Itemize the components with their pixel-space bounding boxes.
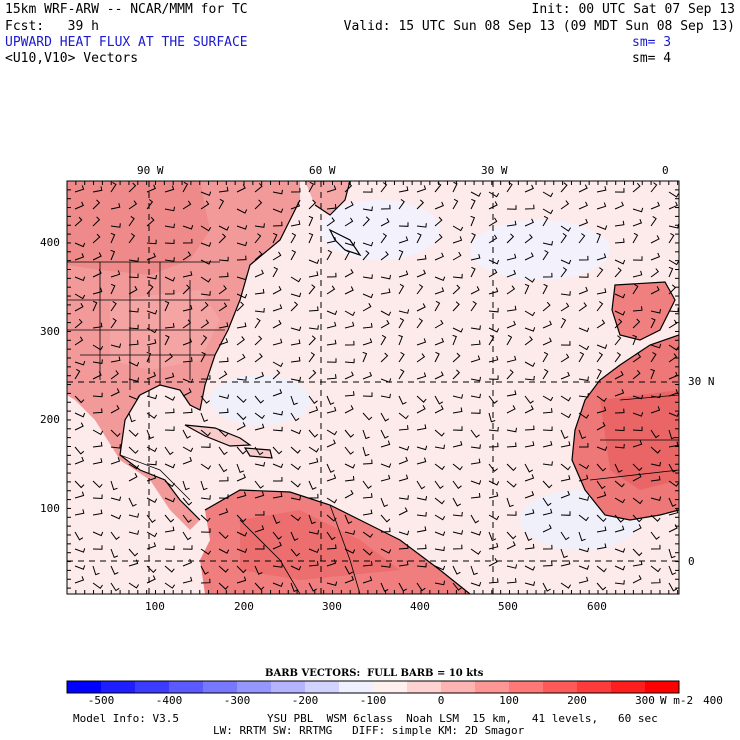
field-title: UPWARD HEAT FLUX AT THE SURFACE xyxy=(5,35,248,50)
colorbar xyxy=(66,680,680,694)
lon-label-90w: 90 W xyxy=(137,164,164,177)
colorbar-swatch xyxy=(135,681,170,693)
lat-label-30n: 30 N xyxy=(688,375,715,388)
physics-line-2: LW: RRTM SW: RRTMG DIFF: simple KM: 2D S… xyxy=(213,724,525,737)
y-tick-200: 200 xyxy=(40,413,60,426)
colorbar-label: -500 xyxy=(87,694,115,707)
y-tick-300: 300 xyxy=(40,325,60,338)
colorbar-swatch xyxy=(475,681,510,693)
colorbar-swatch xyxy=(169,681,204,693)
colorbar-label: 400 xyxy=(703,694,723,707)
barb-legend: BARB VECTORS: FULL BARB = 10 kts xyxy=(265,668,484,679)
x-tick-400: 400 xyxy=(410,600,430,613)
colorbar-label: -200 xyxy=(291,694,319,707)
colorbar-label: 100 xyxy=(499,694,519,707)
colorbar-label: 0 xyxy=(437,694,445,707)
colorbar-swatch xyxy=(271,681,306,693)
lon-label-0: 0 xyxy=(662,164,669,177)
lon-label-30w: 30 W xyxy=(481,164,508,177)
physics-line-1: YSU PBL WSM 6class Noah LSM 15 km, 41 le… xyxy=(267,712,658,725)
colorbar-label: -400 xyxy=(155,694,183,707)
x-tick-600: 600 xyxy=(587,600,607,613)
colorbar-unit: W m-2 xyxy=(660,694,694,707)
valid-time: Valid: 15 UTC Sun 08 Sep 13 (09 MDT Sun … xyxy=(343,19,735,34)
colorbar-swatch xyxy=(237,681,272,693)
colorbar-swatch xyxy=(373,681,408,693)
forecast-hour: Fcst: 39 h xyxy=(5,19,99,34)
wind-barbs xyxy=(74,181,679,593)
colorbar-swatch xyxy=(577,681,612,693)
colorbar-swatch xyxy=(407,681,442,693)
colorbar-swatch xyxy=(543,681,578,693)
colorbar-swatch xyxy=(611,681,646,693)
plot-frame xyxy=(66,180,680,595)
colorbar-label: 200 xyxy=(567,694,587,707)
colorbar-swatch xyxy=(67,681,102,693)
colorbar-label: 300 xyxy=(635,694,655,707)
lon-label-60w: 60 W xyxy=(309,164,336,177)
vector-smoothing: sm= 4 xyxy=(632,51,672,66)
lat-label-0: 0 xyxy=(688,555,695,568)
colorbar-swatch xyxy=(203,681,238,693)
field-smoothing: sm= 3 xyxy=(632,35,672,50)
y-tick-100: 100 xyxy=(40,502,60,515)
colorbar-label: -300 xyxy=(223,694,251,707)
x-tick-500: 500 xyxy=(498,600,518,613)
vector-title: <U10,V10> Vectors xyxy=(5,51,139,66)
x-tick-300: 300 xyxy=(322,600,342,613)
x-tick-200: 200 xyxy=(234,600,254,613)
colorbar-swatch xyxy=(339,681,374,693)
colorbar-swatch xyxy=(101,681,136,693)
init-time: Init: 00 UTC Sat 07 Sep 13 xyxy=(531,2,736,17)
model-title: 15km WRF-ARW -- NCAR/MMM for TC xyxy=(5,2,248,17)
x-tick-100: 100 xyxy=(145,600,165,613)
greenland-land xyxy=(305,181,350,215)
y-tick-400: 400 xyxy=(40,236,60,249)
colorbar-swatch xyxy=(509,681,544,693)
colorbar-swatch xyxy=(305,681,340,693)
iberia-land xyxy=(612,282,675,340)
colorbar-label: -100 xyxy=(359,694,387,707)
model-info: Model Info: V3.5 xyxy=(73,712,179,725)
colorbar-swatch xyxy=(645,681,680,693)
colorbar-swatch xyxy=(441,681,476,693)
